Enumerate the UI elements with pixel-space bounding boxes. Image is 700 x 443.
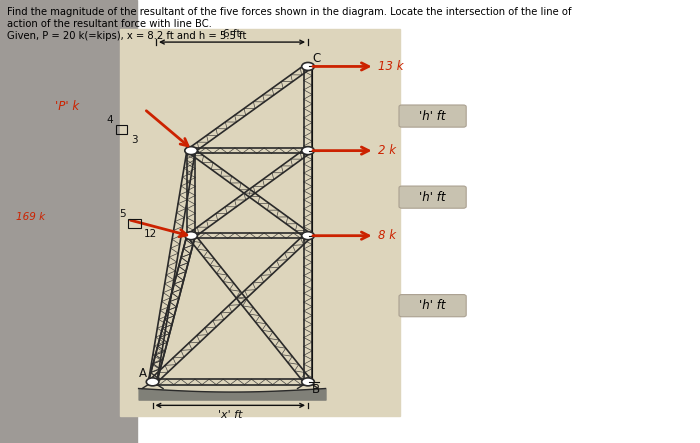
Bar — [116, 125, 127, 134]
Circle shape — [302, 378, 314, 386]
Text: B: B — [312, 383, 321, 396]
Text: 13 k: 13 k — [378, 60, 403, 73]
Bar — [120, 29, 400, 416]
Circle shape — [146, 378, 159, 386]
Circle shape — [302, 147, 314, 155]
Text: 2 k: 2 k — [378, 144, 396, 157]
Text: 5: 5 — [120, 209, 126, 219]
Text: 'x' ft: 'x' ft — [218, 410, 242, 420]
Text: 6 ft: 6 ft — [223, 28, 241, 39]
Bar — [128, 219, 141, 228]
FancyBboxPatch shape — [399, 295, 466, 317]
Text: 12: 12 — [144, 229, 157, 239]
Text: A: A — [139, 367, 147, 380]
Text: 3: 3 — [131, 135, 137, 145]
Circle shape — [185, 232, 197, 240]
Text: 'h' ft: 'h' ft — [419, 109, 446, 123]
FancyBboxPatch shape — [399, 105, 466, 127]
Text: 'h' ft: 'h' ft — [419, 299, 446, 312]
Circle shape — [185, 147, 197, 155]
Text: C: C — [312, 52, 321, 65]
Circle shape — [302, 62, 314, 70]
Circle shape — [302, 232, 314, 240]
Text: 8 k: 8 k — [378, 229, 396, 242]
Text: 4: 4 — [107, 115, 113, 125]
Text: 169 k: 169 k — [16, 212, 46, 222]
Bar — [0, 0, 136, 443]
Text: Given, P = 20 k(=kips), x = 8.2 ft and h = 5.5 ft: Given, P = 20 k(=kips), x = 8.2 ft and h… — [7, 31, 246, 42]
Text: Find the magnitude of the resultant of the five forces shown in the diagram. Loc: Find the magnitude of the resultant of t… — [7, 7, 571, 17]
FancyBboxPatch shape — [399, 186, 466, 208]
Text: 'h' ft: 'h' ft — [419, 190, 446, 204]
Text: action of the resultant force with line BC.: action of the resultant force with line … — [7, 19, 212, 29]
Text: 'P' k: 'P' k — [55, 100, 78, 113]
